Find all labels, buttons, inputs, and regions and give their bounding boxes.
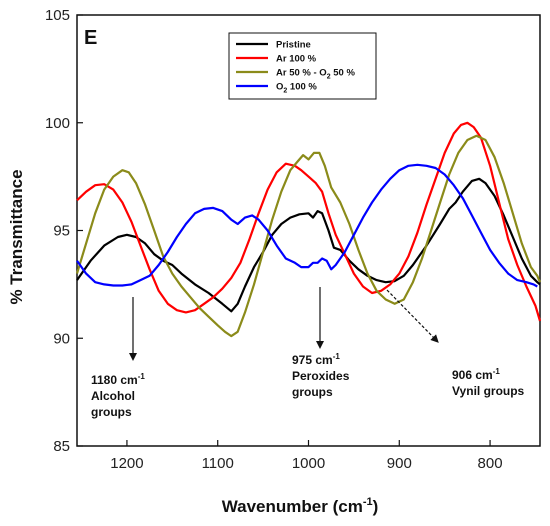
annotation-1180-wavenumber: 1180 cm-1	[91, 372, 145, 387]
y-tick-label: 85	[53, 438, 70, 455]
annotation-906: 906 cm-1 Vynil groups	[452, 367, 525, 398]
x-tick-label: 1200	[110, 455, 143, 472]
annotation-arrow-906	[386, 289, 439, 343]
x-tick-label: 800	[478, 455, 503, 472]
annotation-1180-line3: groups	[91, 405, 132, 419]
x-tick-label: 900	[387, 455, 412, 472]
legend-label-ar100: Ar 100 %	[276, 54, 317, 65]
legend-label-ar50-part1: Ar 50 % - O	[276, 68, 327, 79]
annotation-1180-line2: Alcohol	[91, 389, 135, 403]
axis-ticks: 1200 1100 1000 900 800 85 90 95 100 105	[45, 7, 503, 472]
y-axis-title: % Transmittance	[7, 169, 26, 304]
legend-label-o2-100: O2 100 %	[276, 82, 317, 95]
series-ar100	[76, 121, 542, 322]
y-tick-label: 95	[53, 223, 70, 240]
x-axis-title-main: Wavenumber (cm	[222, 497, 363, 516]
y-tick-label: 100	[45, 115, 70, 132]
y-tick-label: 105	[45, 7, 70, 24]
annotation-975-wn: 975 cm	[292, 353, 333, 367]
annotation-975-sup: -1	[333, 352, 341, 361]
x-tick-label: 1000	[292, 455, 325, 472]
annotation-975-line3: groups	[292, 385, 333, 399]
series-ar50-o2-50	[75, 134, 542, 338]
annotation-906-sup: -1	[493, 367, 501, 376]
x-tick-label: 1100	[202, 455, 234, 472]
panel-label: E	[84, 27, 97, 49]
legend-label-ar50-part2: 50 %	[331, 68, 356, 79]
legend-label-o2-sub: 2	[283, 88, 287, 95]
legend: Pristine Ar 100 % Ar 50 % - O2 50 % O2 1…	[228, 32, 377, 100]
annotation-975: 975 cm-1 Peroxides groups	[292, 352, 350, 399]
annotation-1180-sup: -1	[138, 372, 146, 381]
legend-label-o2-part2: 100 %	[287, 82, 317, 93]
annotation-975-wavenumber: 975 cm-1	[292, 352, 340, 367]
annotation-906-wn: 906 cm	[452, 368, 493, 382]
series-o2-100	[76, 163, 538, 288]
legend-label-o2-part1: O	[276, 82, 283, 93]
x-axis-title-tail: )	[373, 497, 379, 516]
annotation-906-line2: Vynil groups	[452, 384, 525, 398]
x-axis-title-sup: -1	[363, 496, 373, 508]
annotation-1180-wn: 1180 cm	[91, 373, 138, 387]
y-tick-label: 90	[53, 330, 70, 347]
annotation-975-line2: Peroxides	[292, 369, 350, 383]
annotation-1180: 1180 cm-1 Alcohol groups	[91, 372, 145, 419]
series-pristine	[76, 177, 541, 313]
x-axis-title: Wavenumber (cm-1)	[222, 496, 379, 516]
series-layer	[75, 121, 542, 338]
legend-label-pristine: Pristine	[276, 40, 311, 51]
annotation-906-wavenumber: 906 cm-1	[452, 367, 500, 382]
legend-label-ar50-sub: 2	[327, 74, 331, 81]
legend-label-ar50-o2-50: Ar 50 % - O2 50 %	[276, 68, 355, 81]
